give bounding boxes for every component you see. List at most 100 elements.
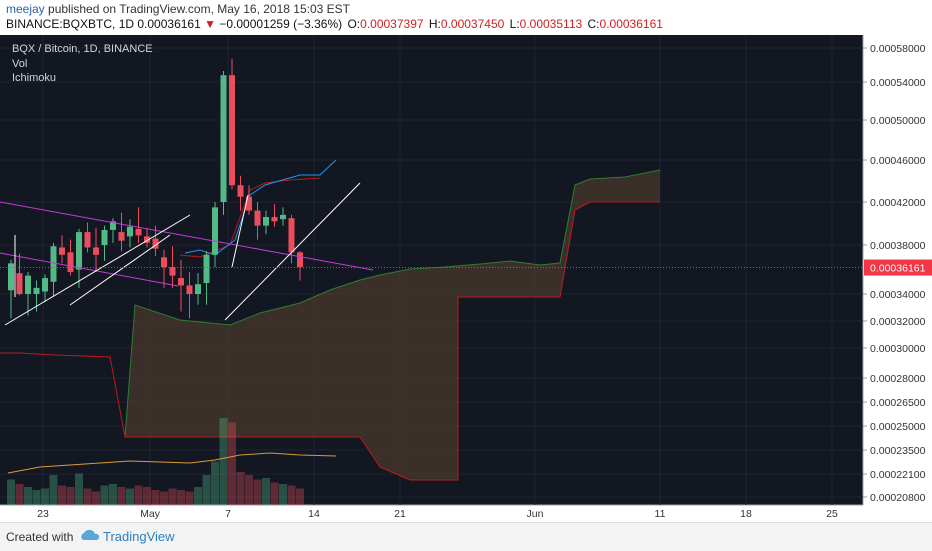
- high-value: 0.00037450: [440, 17, 505, 31]
- y-tick-label: 0.00042000: [870, 197, 926, 209]
- down-arrow-icon: ▼: [204, 17, 217, 31]
- low-label: L:: [509, 17, 520, 31]
- candle-body: [288, 218, 295, 253]
- candle-body: [84, 232, 91, 248]
- candle-body: [118, 232, 125, 241]
- tenkan-sen: [184, 159, 337, 256]
- candle-body: [93, 247, 99, 255]
- candle-body: [59, 247, 65, 255]
- trend-line-magenta-upper: [0, 201, 374, 271]
- low-value: 0.00035113: [519, 17, 583, 31]
- high-label: H:: [428, 17, 441, 31]
- candle-body: [229, 75, 235, 186]
- trend-line-white-4: [231, 194, 249, 268]
- author-link[interactable]: meejay: [6, 2, 45, 16]
- trend-line-white-1: [4, 214, 191, 326]
- candle-body: [8, 263, 14, 291]
- footer-bar: Created with TradingView: [0, 522, 932, 551]
- trend-line-white-3: [224, 182, 361, 321]
- candle-body: [42, 278, 48, 292]
- candle-body: [101, 229, 108, 245]
- candle-body: [271, 217, 278, 222]
- volume-bar: [287, 485, 296, 505]
- volume-bar: [262, 478, 270, 505]
- x-tick-label: 11: [655, 508, 666, 520]
- close-label: C:: [587, 17, 600, 31]
- candle-body: [195, 284, 201, 294]
- volume-bar: [194, 487, 202, 505]
- y-tick-label: 0.00050000: [870, 115, 926, 127]
- x-tick-label: Jun: [527, 508, 544, 520]
- y-tick-label: 0.00054000: [870, 77, 926, 89]
- volume-bar: [41, 488, 49, 505]
- volume-bar: [49, 475, 58, 505]
- volume-ma-line: [7, 452, 337, 474]
- ichimoku-cloud: [0, 169, 661, 481]
- volume-bar: [92, 491, 100, 505]
- x-tick-label: 14: [308, 508, 320, 520]
- cloud-red-fill: [0, 170, 660, 480]
- y-tick-label: 0.00023500: [870, 445, 926, 457]
- candle-body: [186, 285, 193, 294]
- current-price-tag: [864, 259, 932, 276]
- x-tick-label: 25: [826, 508, 838, 520]
- open-value: 0.00037397: [360, 17, 424, 31]
- y-tick-label: 0.00038000: [870, 240, 926, 252]
- volume-bar: [83, 488, 92, 505]
- candle-body: [33, 287, 40, 294]
- volume-bar: [75, 473, 83, 505]
- candle-body: [76, 232, 82, 270]
- open-label: O:: [347, 17, 361, 31]
- time-axis: [0, 505, 932, 522]
- published-text: published on TradingView.com, May 16, 20…: [44, 2, 350, 16]
- candle-body: [135, 228, 142, 236]
- trend-line-white-2: [69, 234, 171, 306]
- volume-bar: [228, 422, 236, 505]
- candle-body: [246, 196, 252, 211]
- legend-title: BQX / Bitcoin, 1D, BINANCE: [12, 43, 153, 55]
- volume-bar: [236, 472, 245, 505]
- y-tick-label: 0.00058000: [870, 43, 926, 55]
- close-value: 0.00036161: [599, 17, 663, 31]
- volume-bar: [211, 461, 219, 505]
- tradingview-brand-link[interactable]: TradingView: [103, 529, 175, 544]
- y-tick-label: 0.00030000: [870, 343, 926, 355]
- volume-bar: [185, 491, 194, 505]
- candle-body: [127, 226, 133, 237]
- candle-body: [203, 254, 210, 283]
- candle-body: [237, 185, 244, 197]
- y-tick-label: 0.00046000: [870, 155, 926, 167]
- volume-bar: [7, 479, 15, 505]
- volume-bar: [109, 484, 117, 505]
- kijun-sen: [179, 177, 321, 258]
- time-axis-labels: 23 May 7 14 21 Jun 11 18 25: [37, 508, 838, 520]
- price-axis-labels: 0.00058000 0.00054000 0.00050000 0.00046000…: [863, 43, 926, 504]
- y-tick-label: 0.00020800: [870, 492, 926, 504]
- volume-bar: [253, 479, 262, 505]
- candle-body: [161, 257, 167, 268]
- tradingview-logo-icon: [81, 529, 100, 540]
- candle-body: [212, 207, 218, 255]
- volume-bar: [151, 490, 160, 505]
- volume-bar: [100, 485, 109, 505]
- candle-body: [67, 252, 74, 272]
- candle-body: [178, 278, 184, 286]
- volume-bar: [160, 491, 168, 505]
- cloud-fill: [125, 170, 660, 480]
- volume-bar: [24, 487, 32, 505]
- volume-bar: [168, 488, 177, 505]
- volume-bar: [270, 482, 279, 505]
- volume-bars: [7, 418, 304, 505]
- volume-bar: [219, 418, 228, 505]
- volume-bar: [58, 485, 66, 505]
- candle-body: [263, 217, 269, 226]
- volume-bar: [245, 475, 253, 505]
- y-tick-label: 0.00026500: [870, 397, 926, 409]
- created-with-label: Created with: [6, 530, 74, 544]
- candle-body: [254, 210, 261, 226]
- candle-body: [25, 275, 31, 294]
- price-chart[interactable]: 0.00058000 0.00054000 0.00050000 0.00046000…: [0, 35, 932, 522]
- candle-body: [220, 75, 227, 202]
- y-tick-label: 0.00028000: [870, 373, 926, 385]
- candle-body: [169, 267, 176, 276]
